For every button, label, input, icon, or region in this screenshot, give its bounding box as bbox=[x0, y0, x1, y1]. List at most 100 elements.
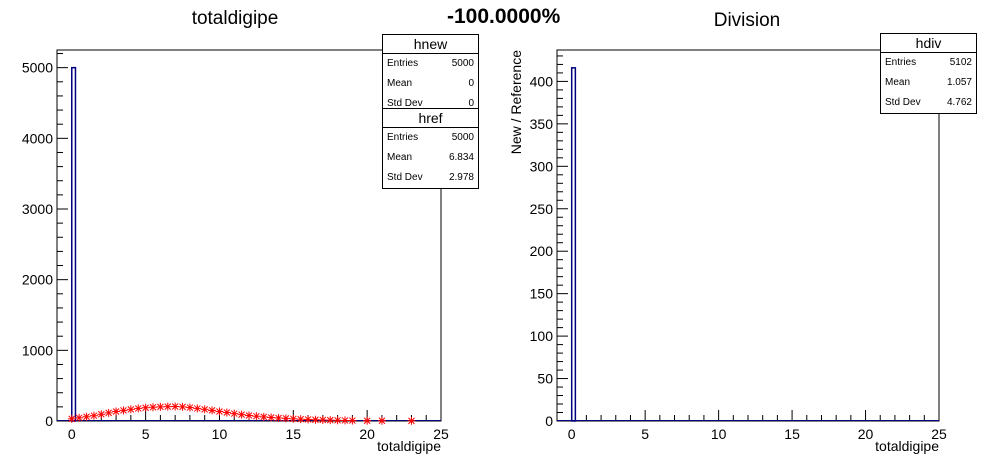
y-tick-label: 50 bbox=[537, 371, 553, 387]
marker-href bbox=[142, 404, 149, 412]
marker-href bbox=[341, 417, 349, 424]
y-tick-label: 1000 bbox=[22, 342, 53, 358]
y-tick-label: 300 bbox=[530, 158, 554, 174]
histogram-bar-hnew bbox=[71, 66, 77, 422]
x-tick-label: 5 bbox=[641, 426, 649, 442]
marker-href bbox=[267, 414, 275, 421]
stat-value: 4.762 bbox=[946, 97, 972, 108]
stat-value: 0 bbox=[468, 98, 474, 109]
stat-label: Mean bbox=[885, 77, 911, 88]
right-chart-title: Division bbox=[713, 10, 781, 31]
stat-label: Entries bbox=[387, 58, 419, 69]
marker-href bbox=[282, 415, 290, 422]
stat-value: 5000 bbox=[451, 132, 474, 143]
marker-href bbox=[408, 417, 415, 425]
marker-href bbox=[378, 417, 386, 425]
marker-href bbox=[326, 416, 334, 424]
y-tick-label: 3000 bbox=[22, 201, 53, 217]
x-tick-label: 10 bbox=[212, 426, 228, 442]
marker-href bbox=[68, 415, 76, 423]
marker-href bbox=[193, 405, 201, 412]
marker-href bbox=[319, 416, 327, 424]
stat-label: Entries bbox=[387, 132, 419, 143]
stat-label: Std Dev bbox=[387, 172, 423, 183]
marker-href bbox=[97, 410, 105, 418]
marker-href bbox=[164, 403, 172, 411]
stat-label: Std Dev bbox=[387, 98, 423, 109]
y-tick-label: 0 bbox=[45, 413, 53, 429]
marker-href bbox=[83, 413, 90, 421]
stats-box-title: href bbox=[383, 109, 478, 128]
y-axis-label: New / Reference bbox=[508, 50, 524, 154]
histogram-bar-hdiv bbox=[570, 67, 577, 422]
x-tick-label: 20 bbox=[359, 426, 375, 442]
x-axis-label: totaldigipe bbox=[875, 438, 939, 454]
stats-box-hnew: hnew Entries 5000 Mean 0 Std Dev 0 bbox=[382, 34, 479, 115]
x-tick-label: 15 bbox=[784, 426, 800, 442]
left-chart-title: totaldigipe bbox=[191, 8, 279, 29]
marker-href bbox=[297, 415, 305, 423]
marker-href bbox=[90, 412, 98, 420]
stat-label: Std Dev bbox=[885, 97, 921, 108]
stats-box-title: hnew bbox=[383, 35, 478, 54]
x-tick-label: 0 bbox=[568, 426, 576, 442]
stats-box-hdiv: hdiv Entries 5102 Mean 1.057 Std Dev 4.762 bbox=[880, 33, 977, 114]
y-tick-label: 350 bbox=[530, 116, 554, 132]
y-tick-label: 100 bbox=[530, 328, 554, 344]
x-axis-label: totaldigipe bbox=[377, 438, 441, 454]
marker-href bbox=[216, 408, 223, 415]
marker-href bbox=[127, 405, 135, 413]
marker-href bbox=[223, 409, 231, 416]
x-tick-label: 10 bbox=[711, 426, 727, 442]
ratio-percentage: -100.0000% bbox=[447, 5, 561, 28]
marker-href bbox=[179, 403, 186, 411]
x-tick-label: 0 bbox=[68, 426, 76, 442]
marker-href bbox=[201, 405, 209, 413]
stat-value: 5102 bbox=[949, 57, 972, 68]
y-tick-label: 4000 bbox=[22, 130, 53, 146]
stats-box-title: hdiv bbox=[881, 34, 976, 53]
stat-label: Entries bbox=[885, 57, 917, 68]
marker-href bbox=[275, 414, 282, 422]
marker-href bbox=[230, 410, 238, 417]
marker-href bbox=[349, 417, 356, 424]
marker-href bbox=[238, 411, 245, 418]
y-tick-label: 200 bbox=[530, 243, 554, 259]
marker-href bbox=[260, 413, 268, 421]
x-tick-label: 25 bbox=[433, 426, 449, 442]
stat-value: 0 bbox=[468, 78, 474, 89]
marker-href bbox=[334, 416, 341, 424]
x-tick-label: 5 bbox=[142, 426, 150, 442]
y-tick-label: 2000 bbox=[22, 272, 53, 288]
marker-href bbox=[149, 403, 157, 411]
x-tick-label: 15 bbox=[286, 426, 302, 442]
marker-href bbox=[171, 403, 179, 410]
stats-box-href: href Entries 5000 Mean 6.834 Std Dev 2.978 bbox=[382, 108, 479, 189]
x-tick-label: 25 bbox=[931, 426, 947, 442]
marker-href bbox=[120, 407, 127, 414]
x-tick-label: 20 bbox=[858, 426, 874, 442]
marker-href bbox=[253, 412, 260, 420]
marker-href bbox=[75, 414, 83, 422]
y-tick-label: 250 bbox=[530, 201, 554, 217]
marker-href bbox=[157, 403, 164, 411]
y-tick-label: 5000 bbox=[22, 60, 53, 76]
stat-value: 2.978 bbox=[448, 172, 474, 183]
stat-value: 6.834 bbox=[448, 152, 474, 163]
y-tick-label: 400 bbox=[530, 73, 554, 89]
marker-href bbox=[245, 412, 253, 419]
stat-value: 5000 bbox=[451, 58, 474, 69]
stat-value: 1.057 bbox=[946, 77, 972, 88]
marker-href bbox=[312, 416, 319, 424]
marker-href bbox=[208, 407, 216, 414]
y-tick-label: 150 bbox=[530, 286, 554, 302]
marker-href bbox=[363, 417, 371, 425]
stat-label: Mean bbox=[387, 78, 413, 89]
marker-href bbox=[304, 416, 312, 423]
marker-href bbox=[105, 409, 113, 417]
stat-label: Mean bbox=[387, 152, 413, 163]
marker-href bbox=[186, 404, 194, 411]
marker-href bbox=[289, 415, 297, 423]
marker-href bbox=[134, 405, 142, 412]
